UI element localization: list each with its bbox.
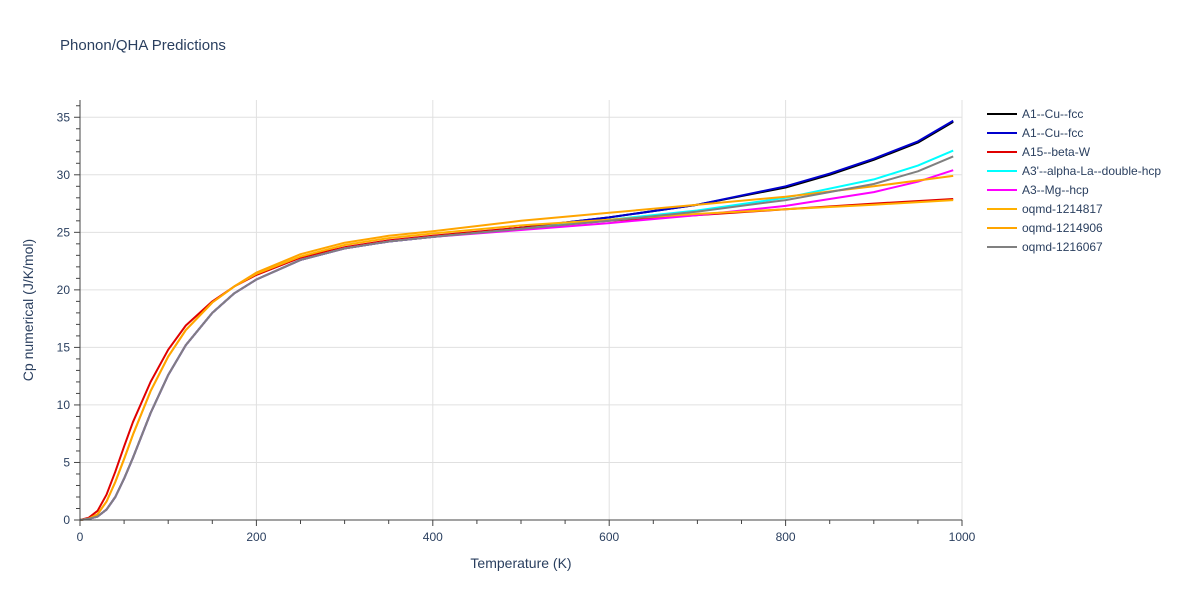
x-tick-label: 600 (599, 530, 619, 544)
x-axis-title: Temperature (K) (470, 555, 571, 571)
y-tick-label: 35 (57, 110, 71, 124)
legend-item-0[interactable]: A1--Cu--fcc (987, 107, 1083, 121)
legend-item-1[interactable]: A1--Cu--fcc (987, 126, 1083, 140)
y-axis-title: Cp numerical (J/K/mol) (20, 239, 36, 381)
legend-label: oqmd-1214906 (1022, 221, 1103, 235)
legend-label: A1--Cu--fcc (1022, 126, 1083, 140)
x-tick-label: 400 (423, 530, 443, 544)
y-tick-label: 5 (63, 455, 70, 469)
legend-label: A3--Mg--hcp (1022, 183, 1089, 197)
chart-title: Phonon/QHA Predictions (60, 37, 226, 54)
legend-label: oqmd-1216067 (1022, 240, 1103, 254)
legend-label: A15--beta-W (1022, 145, 1091, 159)
plot-area (79, 119, 954, 521)
legend-label: oqmd-1214817 (1022, 202, 1103, 216)
legend-label: A1--Cu--fcc (1022, 107, 1083, 121)
series-line-2 (79, 198, 954, 521)
x-tick-label: 200 (246, 530, 266, 544)
x-tick-label: 800 (776, 530, 796, 544)
legend-item-6[interactable]: oqmd-1214906 (987, 221, 1103, 235)
series-line-5 (79, 199, 954, 521)
y-tick-label: 20 (57, 283, 71, 297)
legend-item-7[interactable]: oqmd-1216067 (987, 240, 1103, 254)
axes: 0 200 400 600 800 1000 0 5 10 15 20 25 30 35 (57, 100, 976, 544)
y-tick-label: 10 (57, 398, 71, 412)
legend-item-4[interactable]: A3--Mg--hcp (987, 183, 1089, 197)
x-tick-label: 1000 (949, 530, 976, 544)
legend[interactable]: A1--Cu--fcc A1--Cu--fcc A15--beta-W A3'--al… (987, 107, 1161, 254)
legend-item-5[interactable]: oqmd-1214817 (987, 202, 1103, 216)
series-line-4 (79, 169, 954, 521)
legend-label: A3'--alpha-La--double-hcp (1022, 164, 1161, 178)
legend-item-3[interactable]: A3'--alpha-La--double-hcp (987, 164, 1161, 178)
grid (80, 100, 963, 520)
y-tick-label: 15 (57, 340, 71, 354)
series-line-7 (79, 155, 954, 521)
series-line-6 (79, 174, 954, 521)
legend-item-2[interactable]: A15--beta-W (987, 145, 1091, 159)
y-tick-label: 30 (57, 168, 71, 182)
series-line-1 (79, 119, 954, 521)
x-tick-label: 0 (77, 530, 84, 544)
series-line-0 (79, 121, 954, 521)
y-tick-label: 25 (57, 225, 71, 239)
y-tick-label: 0 (63, 513, 70, 527)
